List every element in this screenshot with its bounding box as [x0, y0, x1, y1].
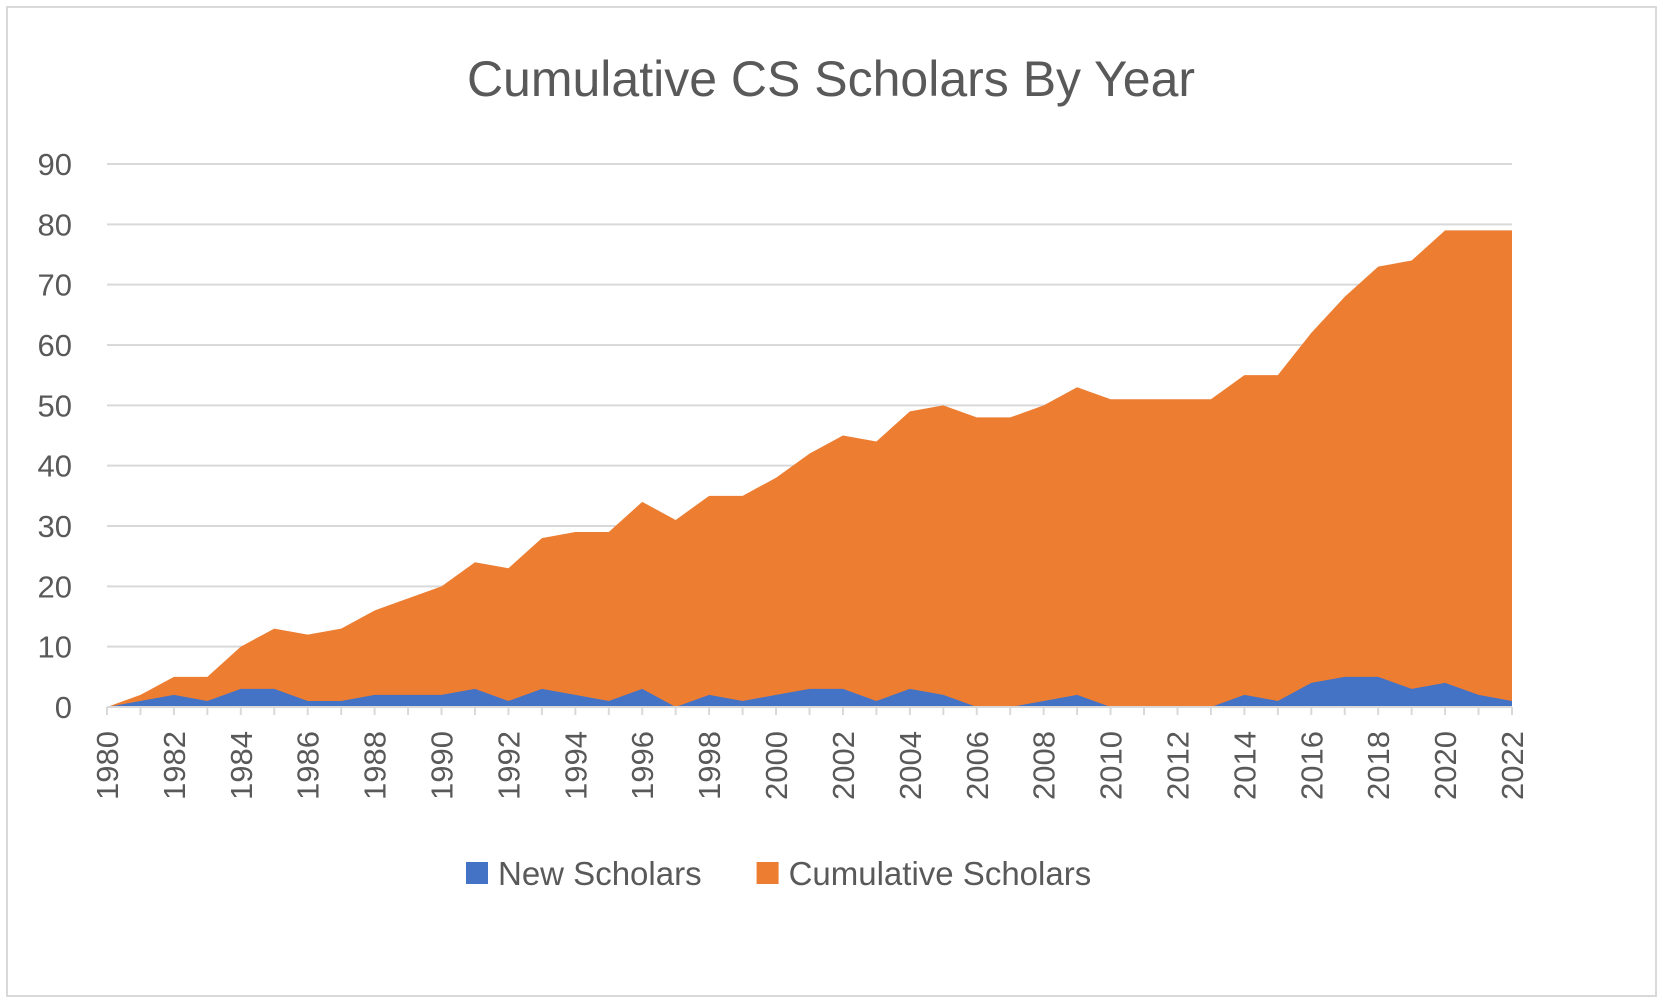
y-tick-label: 40 [38, 449, 72, 484]
legend-label: Cumulative Scholars [789, 855, 1092, 892]
area-new-scholars [107, 676, 1512, 707]
legend-swatch [466, 862, 488, 884]
x-tick-label: 2006 [960, 731, 995, 800]
x-tick-label: 1988 [358, 731, 393, 800]
x-tick-label: 1998 [692, 731, 727, 800]
y-tick-label: 70 [38, 268, 72, 303]
x-tick-label: 1990 [425, 731, 460, 800]
plot-area [107, 230, 1512, 707]
x-tick-label: 2022 [1495, 731, 1530, 800]
x-tick-label: 2008 [1027, 731, 1062, 800]
x-tick-label: 1996 [625, 731, 660, 800]
x-tick-label: 2016 [1294, 731, 1329, 800]
y-tick-label: 90 [38, 147, 72, 182]
y-tick-label: 60 [38, 328, 72, 363]
x-tick-label: 2002 [826, 731, 861, 800]
x-tick-label: 2012 [1160, 731, 1195, 800]
y-tick-label: 10 [38, 630, 72, 665]
x-tick-label: 2000 [759, 731, 794, 800]
legend: New Scholars Cumulative Scholars [466, 855, 1091, 892]
x-tick-label: 1980 [90, 731, 125, 800]
x-tick-label: 2010 [1094, 731, 1129, 800]
x-tick-label: 1984 [224, 731, 259, 800]
x-tick-label: 1994 [558, 731, 593, 800]
x-tick-label: 1992 [491, 731, 526, 800]
y-tick-label: 30 [38, 509, 72, 544]
x-tick-label: 2018 [1361, 731, 1396, 800]
x-tick-label: 2004 [893, 731, 928, 800]
y-tick-label: 20 [38, 569, 72, 604]
x-tick-label: 2014 [1227, 731, 1262, 800]
x-tick-label: 1986 [291, 731, 326, 800]
axes: 0 10 20 30 40 50 60 70 80 90 1980 1982 1984 1986 1988 1… [38, 147, 1530, 800]
y-tick-label: 80 [38, 207, 72, 242]
x-tick-label: 1982 [157, 731, 192, 800]
x-tick-label: 2020 [1428, 731, 1463, 800]
legend-label: New Scholars [498, 855, 702, 892]
area-cumulative-scholars [107, 230, 1512, 707]
chart-title: Cumulative CS Scholars By Year [467, 51, 1195, 107]
y-tick-label: 50 [38, 388, 72, 423]
y-tick-label: 0 [55, 690, 72, 725]
legend-swatch [756, 862, 779, 884]
